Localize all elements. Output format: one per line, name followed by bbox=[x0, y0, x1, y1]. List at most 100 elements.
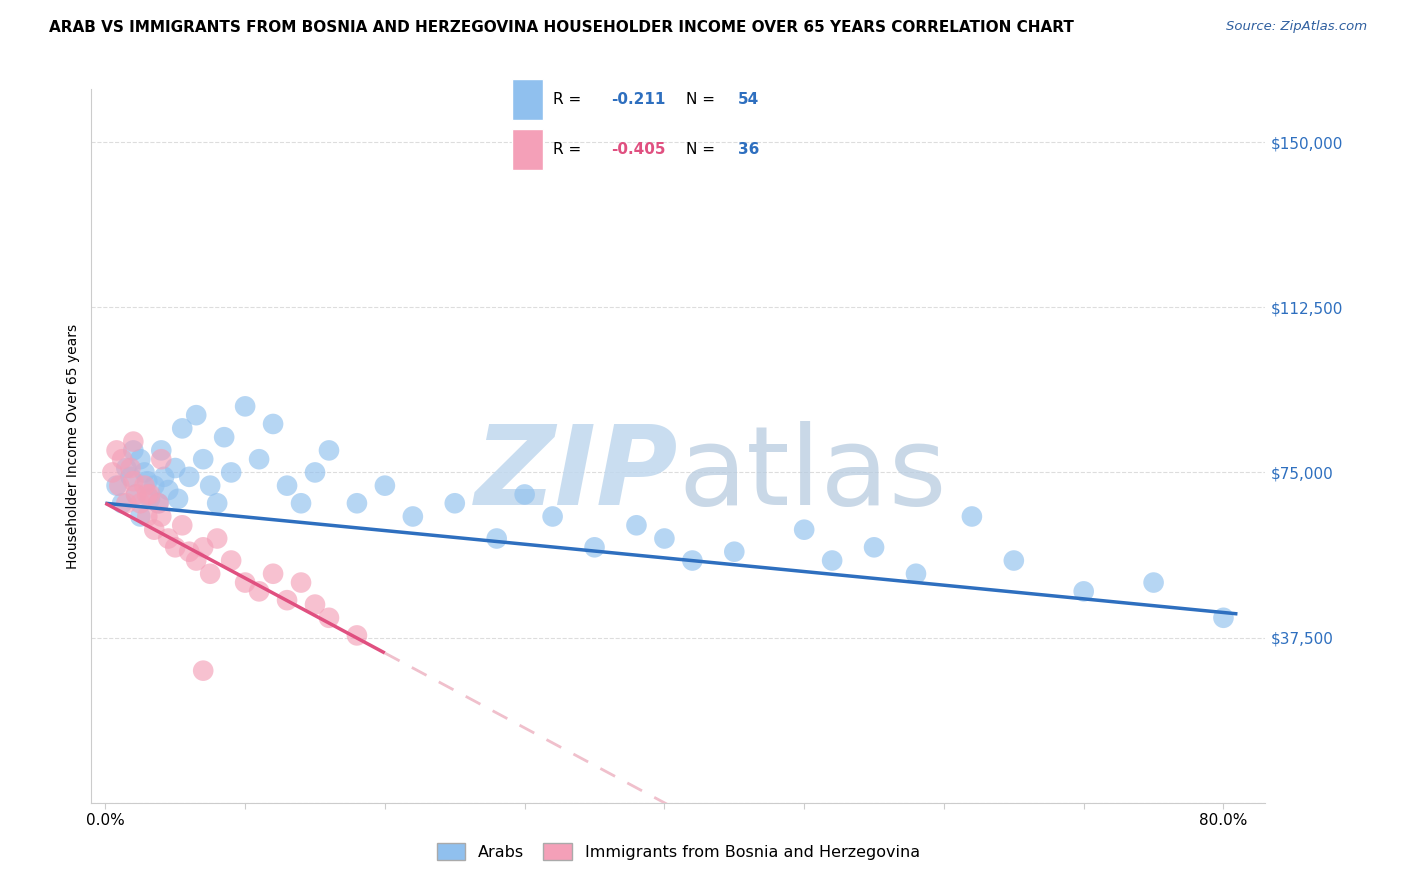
Point bbox=[193, 541, 215, 555]
Point bbox=[125, 487, 148, 501]
Text: -0.405: -0.405 bbox=[612, 142, 666, 157]
Point bbox=[443, 496, 465, 510]
Legend: Arabs, Immigrants from Bosnia and Herzegovina: Arabs, Immigrants from Bosnia and Herzeg… bbox=[430, 837, 927, 866]
Point bbox=[125, 487, 148, 501]
Point bbox=[122, 475, 145, 489]
Point bbox=[402, 509, 425, 524]
Point bbox=[626, 518, 648, 533]
Point bbox=[276, 593, 298, 607]
Point bbox=[262, 566, 284, 581]
Point bbox=[148, 496, 170, 510]
Text: N =: N = bbox=[686, 92, 720, 107]
Point bbox=[304, 598, 326, 612]
Point bbox=[485, 532, 508, 546]
Point bbox=[101, 466, 124, 480]
Point bbox=[1002, 553, 1025, 567]
Point bbox=[1142, 575, 1164, 590]
Point bbox=[904, 566, 927, 581]
Point bbox=[247, 584, 270, 599]
Point bbox=[120, 461, 142, 475]
Point bbox=[120, 470, 142, 484]
Point bbox=[346, 628, 368, 642]
Point bbox=[115, 461, 138, 475]
Point bbox=[863, 541, 886, 555]
Point bbox=[122, 434, 145, 449]
Text: 54: 54 bbox=[738, 92, 759, 107]
Text: N =: N = bbox=[686, 142, 720, 157]
Point bbox=[111, 496, 134, 510]
Text: ARAB VS IMMIGRANTS FROM BOSNIA AND HERZEGOVINA HOUSEHOLDER INCOME OVER 65 YEARS : ARAB VS IMMIGRANTS FROM BOSNIA AND HERZE… bbox=[49, 20, 1074, 35]
Point bbox=[1073, 584, 1095, 599]
Point bbox=[157, 483, 180, 497]
Point bbox=[129, 452, 152, 467]
Point bbox=[105, 478, 128, 492]
Point bbox=[262, 417, 284, 431]
Point bbox=[219, 466, 242, 480]
Point bbox=[165, 541, 187, 555]
Text: R =: R = bbox=[553, 142, 586, 157]
Point bbox=[148, 496, 170, 510]
Point bbox=[122, 443, 145, 458]
Point bbox=[129, 496, 152, 510]
Point bbox=[205, 532, 228, 546]
Point bbox=[276, 478, 298, 492]
Point bbox=[136, 487, 159, 501]
Point bbox=[681, 553, 703, 567]
Point bbox=[150, 509, 173, 524]
Point bbox=[129, 509, 152, 524]
Point bbox=[108, 478, 131, 492]
Point bbox=[172, 518, 194, 533]
Point bbox=[290, 496, 312, 510]
Point bbox=[111, 452, 134, 467]
Point bbox=[821, 553, 844, 567]
Point bbox=[165, 461, 187, 475]
Point bbox=[793, 523, 815, 537]
Point bbox=[139, 491, 162, 506]
Point bbox=[541, 509, 564, 524]
FancyBboxPatch shape bbox=[512, 78, 543, 120]
Point bbox=[115, 496, 138, 510]
Point bbox=[233, 400, 256, 414]
Point bbox=[198, 478, 221, 492]
Point bbox=[1212, 611, 1234, 625]
Point bbox=[247, 452, 270, 467]
Point bbox=[143, 478, 166, 492]
Point bbox=[179, 545, 201, 559]
Point bbox=[136, 509, 159, 524]
Point bbox=[723, 545, 745, 559]
Point bbox=[157, 532, 180, 546]
Point bbox=[318, 611, 340, 625]
Point bbox=[583, 541, 606, 555]
Point bbox=[346, 496, 368, 510]
Point bbox=[198, 566, 221, 581]
Point bbox=[105, 443, 128, 458]
Point bbox=[186, 553, 208, 567]
Point bbox=[374, 478, 396, 492]
Point bbox=[290, 575, 312, 590]
Text: Source: ZipAtlas.com: Source: ZipAtlas.com bbox=[1226, 20, 1367, 33]
Point bbox=[205, 496, 228, 510]
Point bbox=[134, 478, 156, 492]
Point bbox=[167, 491, 190, 506]
Point bbox=[960, 509, 983, 524]
Text: 36: 36 bbox=[738, 142, 759, 157]
Point bbox=[219, 553, 242, 567]
Point bbox=[186, 408, 208, 422]
Point bbox=[193, 664, 215, 678]
Text: atlas: atlas bbox=[678, 421, 946, 528]
Point bbox=[318, 443, 340, 458]
Point bbox=[654, 532, 676, 546]
Point bbox=[153, 470, 176, 484]
Point bbox=[139, 487, 162, 501]
Text: ZIP: ZIP bbox=[475, 421, 678, 528]
Point bbox=[513, 487, 536, 501]
Point bbox=[193, 452, 215, 467]
Point bbox=[212, 430, 235, 444]
Point bbox=[136, 475, 159, 489]
Point bbox=[150, 452, 173, 467]
Point bbox=[134, 466, 156, 480]
Point bbox=[304, 466, 326, 480]
Point bbox=[172, 421, 194, 435]
FancyBboxPatch shape bbox=[512, 129, 543, 169]
Y-axis label: Householder Income Over 65 years: Householder Income Over 65 years bbox=[66, 324, 80, 568]
